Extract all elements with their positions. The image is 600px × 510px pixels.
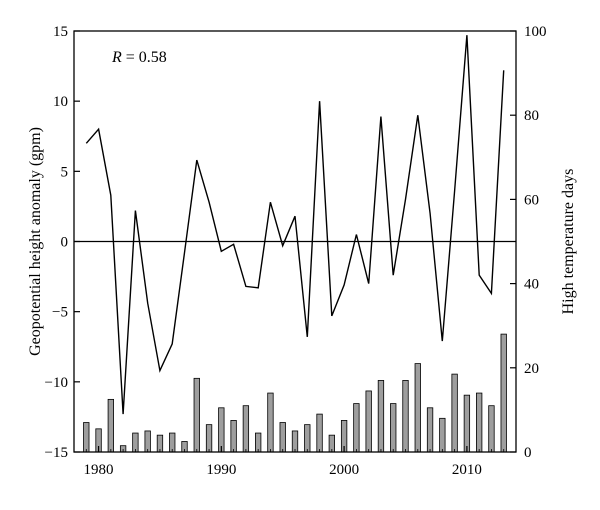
annotation-r-value: = 0.58 [122, 49, 167, 66]
x-tick-label: 1990 [206, 462, 236, 478]
bar-2007 [426, 407, 434, 453]
bar-2009 [451, 373, 458, 453]
right-axis-title: High temperature days [560, 169, 577, 315]
right-y-tick-label: 60 [524, 192, 539, 208]
bar-2012 [488, 405, 495, 453]
left-y-tick-label: 5 [61, 164, 69, 180]
right-y-tick-label: 100 [524, 24, 547, 40]
left-y-tick-label: −10 [45, 375, 68, 391]
bar-1979 [83, 422, 90, 453]
bar-1989 [205, 424, 213, 453]
annotation-r-label: R [111, 49, 122, 66]
left-y-tick-label: 15 [53, 24, 68, 40]
right-y-tick-label: 0 [524, 445, 532, 461]
bar-1984 [144, 430, 151, 453]
bar-1997 [304, 424, 311, 453]
correlation-annotation: R = 0.58 [111, 49, 167, 66]
bar-1998 [316, 413, 323, 453]
bar-2008 [439, 417, 446, 453]
bar-1990 [218, 407, 225, 453]
left-y-tick-label: −5 [52, 305, 68, 321]
right-y-tick-label: 80 [524, 108, 539, 124]
bar-2001 [353, 403, 360, 453]
x-tick-label: 2010 [452, 462, 482, 478]
bar-1992 [242, 405, 250, 453]
bar-2013 [500, 333, 507, 453]
bar-2003 [377, 380, 385, 453]
x-tick-label: 2000 [329, 462, 359, 478]
axis-ticks: 1980 1990 2000 2010 −15 −10 −5 0 5 10 15 0 20 40 60 80 1… [45, 24, 547, 478]
bar-2011 [476, 392, 483, 453]
x-tick-label: 1980 [84, 462, 114, 478]
bar-1981 [107, 398, 114, 453]
left-y-tick-label: −15 [45, 445, 68, 461]
right-y-tick-label: 20 [524, 361, 539, 377]
bar-2010 [463, 394, 471, 453]
bar-2004 [390, 403, 397, 453]
bar-1996 [291, 430, 299, 453]
bar-2006 [414, 363, 421, 453]
bar-1994 [267, 392, 274, 453]
bar-2005 [402, 380, 409, 453]
bar-series [83, 333, 507, 453]
bar-1991 [230, 420, 237, 453]
bar-1988 [193, 377, 200, 453]
line-series [85, 35, 505, 415]
left-axis-title: Geopotential height anomaly (gpm) [27, 127, 44, 356]
right-y-tick-label: 40 [524, 277, 539, 293]
bar-1995 [279, 422, 286, 453]
left-y-tick-label: 0 [61, 235, 69, 251]
left-y-tick-label: 10 [53, 94, 68, 110]
bar-2002 [365, 390, 372, 453]
